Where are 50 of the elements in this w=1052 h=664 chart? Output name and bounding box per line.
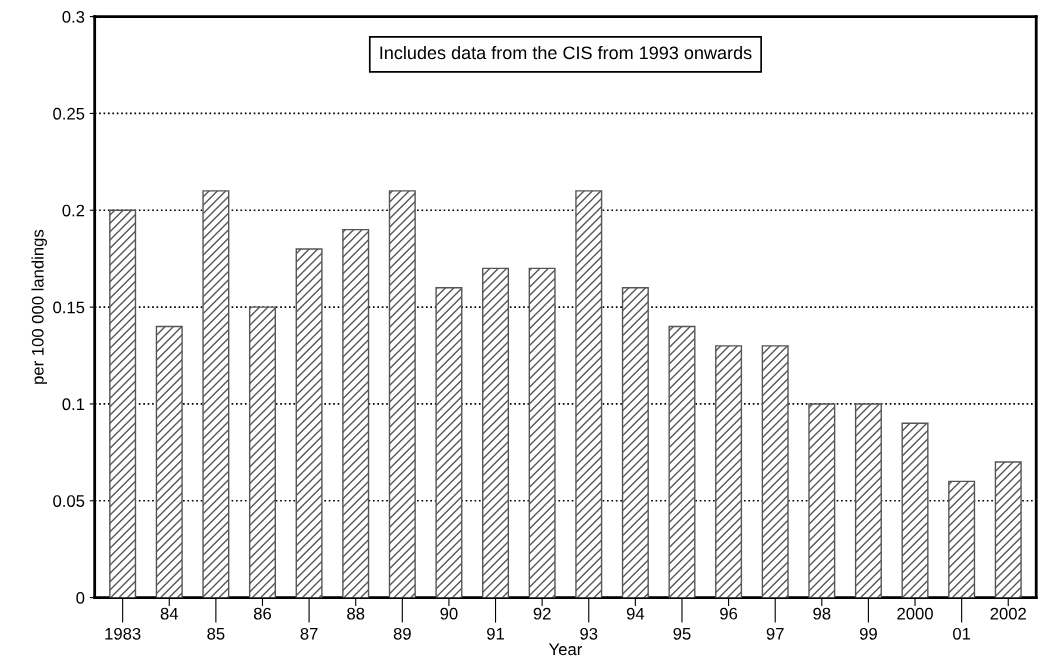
x-tick-label: 96 bbox=[720, 607, 738, 620]
y-tick-label: 0.3 bbox=[62, 11, 85, 23]
bar bbox=[109, 209, 137, 598]
bar bbox=[202, 190, 230, 598]
bar bbox=[295, 248, 323, 598]
x-tick-label: 2002 bbox=[990, 607, 1026, 620]
x-tick-label: 90 bbox=[440, 607, 458, 620]
x-tick-label: 99 bbox=[859, 627, 877, 640]
y-tick-label: 0 bbox=[76, 592, 85, 604]
y-tick-label: 0.2 bbox=[62, 204, 85, 217]
x-tick-label: 85 bbox=[207, 627, 225, 640]
y-tick-label: 0.25 bbox=[53, 107, 85, 120]
x-tick-label: 92 bbox=[533, 607, 551, 620]
bar bbox=[668, 325, 696, 598]
x-axis-title: Year bbox=[548, 643, 583, 656]
bar bbox=[808, 403, 836, 598]
bar bbox=[435, 287, 463, 598]
x-tick-label: 98 bbox=[813, 607, 831, 620]
bar bbox=[482, 267, 510, 598]
bar bbox=[575, 190, 603, 598]
bar bbox=[948, 480, 976, 598]
x-tick-label: 94 bbox=[626, 607, 645, 620]
bar bbox=[248, 306, 276, 598]
bar bbox=[901, 422, 929, 598]
y-tick-label: 0.15 bbox=[53, 301, 85, 314]
bar bbox=[621, 287, 649, 598]
y-tick-label: 0.05 bbox=[53, 495, 85, 507]
bar bbox=[761, 345, 789, 598]
x-tick-label: 86 bbox=[253, 607, 272, 620]
y-axis-title: per 100 000 landings bbox=[31, 229, 47, 384]
x-tick-label: 2000 bbox=[897, 607, 933, 620]
x-tick-label: 1983 bbox=[105, 627, 141, 640]
x-tick-label: 84 bbox=[160, 607, 179, 620]
bar bbox=[854, 403, 882, 598]
bar bbox=[715, 345, 743, 598]
bar bbox=[994, 461, 1022, 598]
bar bbox=[342, 228, 370, 598]
x-tick-label: 89 bbox=[393, 627, 411, 640]
bar bbox=[388, 190, 416, 598]
bar bbox=[155, 325, 183, 598]
y-tick-label: 0.1 bbox=[62, 398, 85, 411]
annotation: Includes data from the CIS from 1993 onwards bbox=[380, 45, 752, 60]
x-tick-label: 87 bbox=[300, 627, 318, 640]
x-tick-label: 91 bbox=[487, 627, 504, 640]
x-tick-label: 97 bbox=[766, 627, 784, 640]
x-tick-label: 95 bbox=[673, 627, 691, 640]
bar bbox=[528, 267, 556, 598]
x-tick-label: 01 bbox=[953, 627, 971, 640]
x-tick-label: 93 bbox=[580, 627, 598, 640]
x-tick-label: 88 bbox=[347, 607, 365, 620]
